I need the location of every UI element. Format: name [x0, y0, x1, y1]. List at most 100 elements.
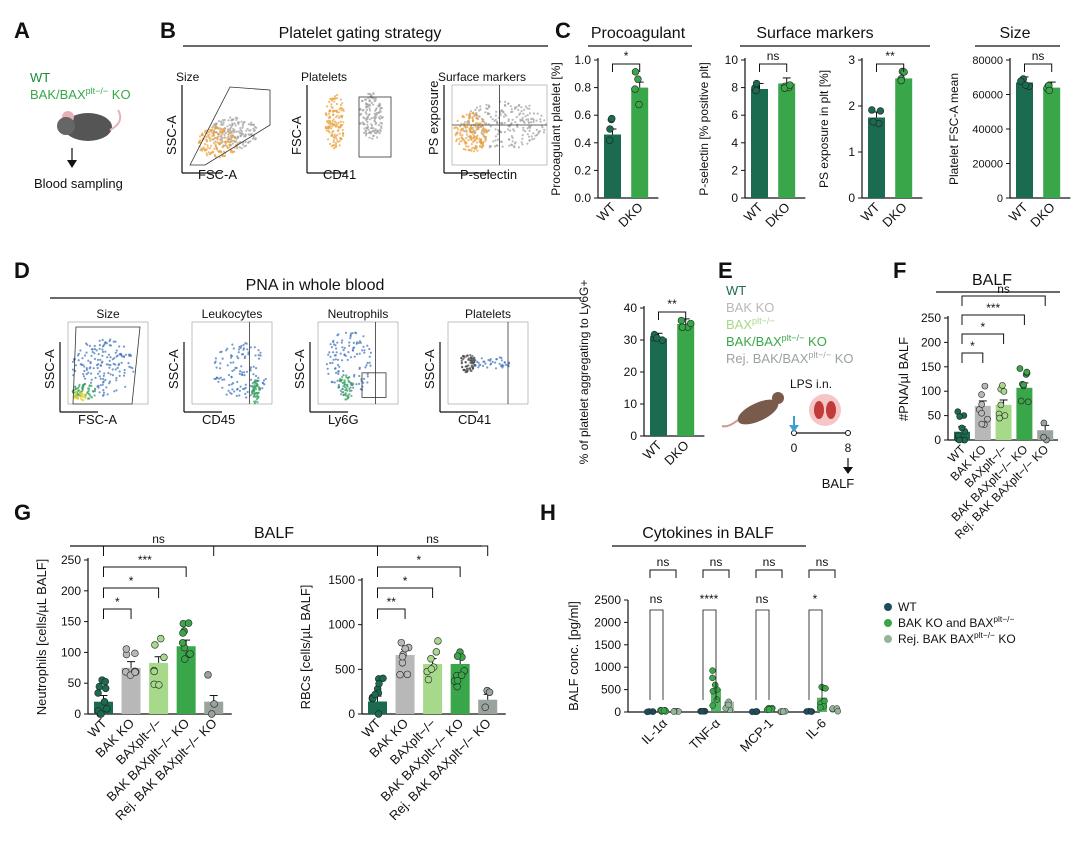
flow-event [84, 393, 87, 396]
flow-event [332, 123, 335, 126]
y-axis-label: #PNA/µl BALF [896, 337, 911, 421]
flow-event [521, 116, 524, 119]
panel-letter-G: G [14, 500, 31, 525]
balf-title: BALF [972, 272, 1012, 289]
flow-event [339, 352, 342, 355]
significance-label: * [980, 320, 985, 334]
data-point [397, 638, 406, 647]
flow-event [217, 127, 220, 130]
flow-event [82, 375, 85, 378]
flow-event [348, 387, 351, 390]
data-point [709, 702, 716, 709]
flow-event [115, 376, 118, 380]
flow-event [117, 364, 120, 367]
data-point [711, 681, 719, 689]
flow-event [353, 375, 356, 378]
flow-event [232, 150, 235, 154]
flow-event [206, 154, 209, 157]
flow-event [336, 129, 340, 133]
flow-event [363, 127, 366, 130]
significance-bracket [649, 609, 664, 700]
significance-label: ns [763, 555, 776, 569]
flow-event [254, 388, 258, 391]
label-superscript: plt−/− [993, 614, 1014, 624]
flow-event [82, 373, 85, 376]
data-point [709, 667, 716, 674]
flow-event [232, 361, 235, 364]
flow-event [212, 141, 215, 144]
label-superscript: plt−/− [86, 86, 109, 96]
flow-event [202, 146, 205, 149]
flow-event [453, 127, 456, 130]
y-tick-label: 30 [624, 333, 638, 347]
flow-event [118, 345, 121, 348]
flow-event [480, 132, 483, 135]
flow-event [362, 381, 365, 384]
flow-event [462, 358, 465, 361]
flow-event [535, 119, 538, 122]
flow-event [358, 352, 361, 355]
flow-event [469, 354, 472, 357]
data-point [956, 413, 964, 420]
flow-event [245, 396, 248, 399]
flow-event [99, 358, 102, 361]
flow-event [224, 140, 227, 143]
flow-event [223, 378, 226, 381]
flow-event [95, 349, 98, 352]
flow-event [459, 140, 462, 143]
flow-event [463, 125, 466, 128]
flow-plot-d-0: Size SSC-A FSC-A [42, 307, 149, 427]
data-point [660, 707, 668, 714]
flow-event [339, 389, 342, 392]
flow-event [341, 132, 345, 135]
flow-event [341, 128, 344, 132]
data-point [698, 708, 706, 715]
flow-event [501, 366, 504, 369]
flow-event [336, 93, 339, 97]
bar [751, 88, 768, 198]
flow-event [257, 354, 260, 357]
mouse-icon [721, 392, 784, 428]
bar [995, 404, 1012, 440]
y-tick-label: 0.6 [574, 108, 591, 122]
data-point [122, 645, 131, 653]
flow-event [527, 121, 531, 125]
flow-event [475, 106, 478, 109]
flow-event [510, 110, 513, 114]
flow-event [71, 368, 75, 371]
flow-event [237, 357, 240, 360]
flow-event [482, 144, 485, 147]
flow-event [534, 134, 537, 137]
flow-event [116, 354, 119, 357]
flow-event [328, 351, 331, 354]
flow-event [494, 367, 498, 370]
flow-event [227, 389, 230, 392]
flow-event [353, 346, 356, 349]
label-part: KO [108, 87, 130, 102]
flow-event [493, 145, 497, 148]
flow-event [96, 372, 100, 375]
flow-event [501, 363, 504, 366]
data-point [753, 708, 760, 715]
flow-event [219, 367, 222, 370]
flow-event [468, 114, 471, 117]
flow-event [528, 104, 531, 107]
flow-event [368, 109, 372, 112]
flow-event [109, 373, 112, 376]
x-tick-label: IL-1α [638, 715, 670, 747]
flow-event [101, 350, 105, 353]
flow-event [255, 367, 258, 370]
flow-event [226, 146, 229, 149]
flow-event [474, 125, 477, 128]
flow-event [507, 119, 510, 123]
flow-event [330, 127, 333, 130]
flow-event [358, 366, 361, 369]
flow-event [225, 393, 228, 396]
flow-event [97, 386, 100, 389]
y-axis-label: PS exposure in plt [%] [817, 70, 831, 188]
flow-event [240, 133, 243, 136]
flow-event [262, 379, 265, 382]
flow-event [328, 131, 331, 134]
flow-event [332, 358, 335, 361]
flow-event [486, 113, 490, 116]
